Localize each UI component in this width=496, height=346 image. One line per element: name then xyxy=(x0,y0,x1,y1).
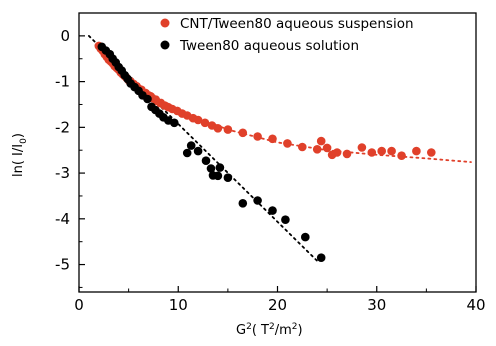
x-tick-label: 10 xyxy=(169,296,188,314)
data-point-series-0 xyxy=(268,134,277,144)
data-point-series-1 xyxy=(268,206,277,215)
data-point-series-0 xyxy=(253,132,262,141)
data-point-series-0 xyxy=(213,124,223,133)
data-point-series-1 xyxy=(143,94,152,104)
y-tick-label: -4 xyxy=(55,210,70,228)
x-tick-label: 30 xyxy=(367,296,386,314)
data-point-series-1 xyxy=(182,148,192,158)
data-point-series-0 xyxy=(427,148,436,157)
data-point-series-1 xyxy=(213,171,223,181)
data-point-series-1 xyxy=(186,141,196,150)
data-point-series-1 xyxy=(253,196,262,205)
data-point-series-0 xyxy=(332,148,342,157)
data-point-series-1 xyxy=(223,173,233,182)
y-tick-label: -3 xyxy=(55,164,70,182)
data-point-series-0 xyxy=(298,142,307,152)
data-point-series-0 xyxy=(312,145,322,154)
data-point-series-1 xyxy=(301,232,310,242)
data-point-series-1 xyxy=(281,215,290,224)
y-tick-label: 0 xyxy=(60,27,70,45)
x-axis-ticks: 0 10 20 30 40 xyxy=(74,286,486,314)
data-point-series-0 xyxy=(322,143,332,153)
x-tick-label: 0 xyxy=(74,296,84,314)
legend-label-cnt: CNT/Tween80 aqueous suspension xyxy=(180,16,414,32)
data-point-series-0 xyxy=(342,149,352,159)
data-point-series-1 xyxy=(206,164,216,173)
data-point-series-0 xyxy=(377,146,387,156)
legend-label-tween: Tween80 aqueous solution xyxy=(179,38,359,54)
y-axis-title: ln( I/I0) xyxy=(11,133,29,177)
data-point-series-1 xyxy=(238,199,248,208)
data-point-series-0 xyxy=(283,139,292,148)
legend-marker-tween xyxy=(160,40,170,50)
y-tick-label: -2 xyxy=(55,118,70,136)
data-point-series-1 xyxy=(215,163,225,172)
y-tick-label: -1 xyxy=(55,73,70,91)
x-tick-label: 40 xyxy=(466,296,485,314)
data-point-series-0 xyxy=(367,148,377,157)
y-axis-ticks: 0 -1 -2 -3 -4 -5 xyxy=(55,27,85,288)
data-point-series-0 xyxy=(397,151,406,160)
data-point-series-0 xyxy=(412,146,421,156)
legend-marker-cnt xyxy=(160,18,170,28)
data-point-series-1 xyxy=(201,156,211,165)
data-point-series-0 xyxy=(200,118,210,128)
data-point-series-0 xyxy=(223,125,233,134)
data-point-series-0 xyxy=(316,136,326,146)
fit-line-series-0 xyxy=(97,44,472,163)
data-point-series-1 xyxy=(170,118,179,128)
data-point-series-0 xyxy=(387,146,396,156)
data-point-series-1 xyxy=(316,253,326,262)
data-point-series-1 xyxy=(193,146,203,156)
data-point-series-0 xyxy=(193,115,203,125)
data-point-series-0 xyxy=(357,143,367,152)
legend: CNT/Tween80 aqueous suspension Tween80 a… xyxy=(160,16,414,54)
data-points xyxy=(94,41,436,262)
data-point-series-0 xyxy=(238,128,248,138)
x-tick-label: 20 xyxy=(268,296,287,314)
x-axis-title: G2( T2/m2) xyxy=(236,322,303,338)
y-tick-label: -5 xyxy=(55,256,70,274)
